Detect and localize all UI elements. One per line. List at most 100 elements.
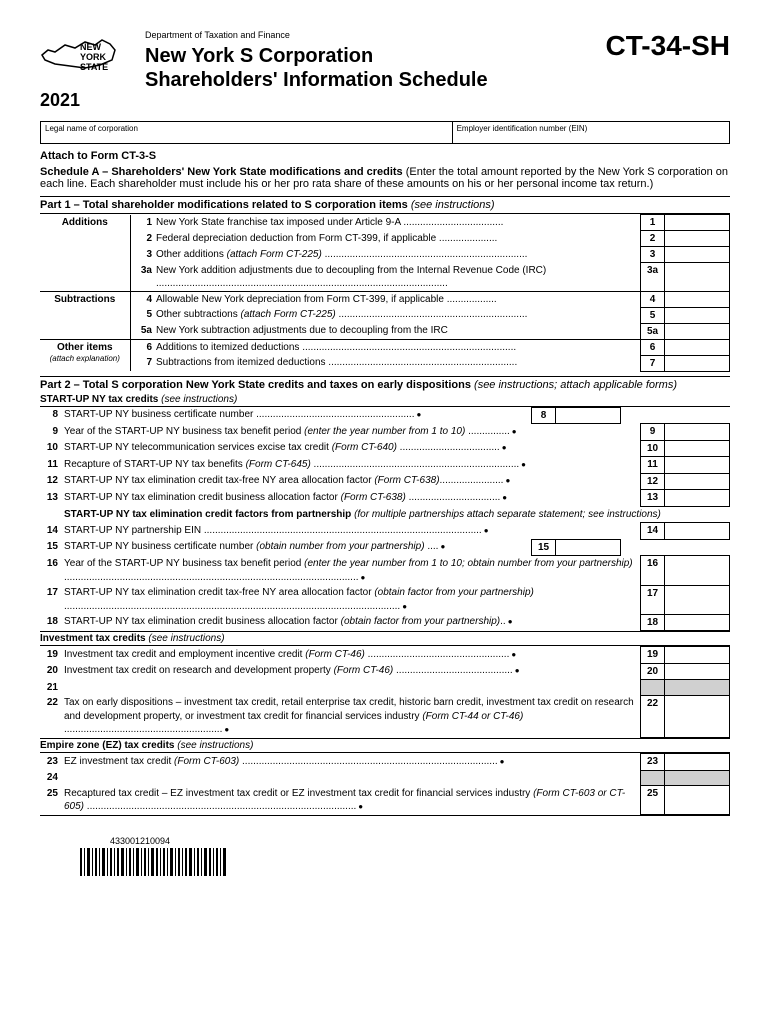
- line3a-value[interactable]: [665, 263, 730, 292]
- line-desc: Year of the START-UP NY business tax ben…: [64, 426, 301, 437]
- other-label-text: Other items: [57, 342, 113, 353]
- line-num: 13: [40, 490, 62, 507]
- line20-value[interactable]: [665, 663, 730, 680]
- line-desc: EZ investment tax credit: [64, 756, 171, 767]
- line-ital: (Form CT-46): [305, 649, 365, 660]
- line-num: 24: [40, 770, 62, 786]
- line-desc: Investment tax credit and employment inc…: [64, 649, 302, 660]
- legal-name-label[interactable]: Legal name of corporation: [41, 122, 453, 143]
- box-num: 2: [641, 231, 665, 247]
- line-num: 14: [40, 523, 62, 540]
- ez-hdr-ital: (see instructions): [177, 740, 253, 751]
- line22-value[interactable]: [665, 695, 730, 738]
- line23-value[interactable]: [665, 754, 730, 771]
- line3-value[interactable]: [665, 247, 730, 263]
- line1-value[interactable]: [665, 215, 730, 231]
- line-desc: New York subtraction adjustments due to …: [156, 325, 448, 336]
- line-ital: (obtain factor from your partnership): [374, 587, 534, 598]
- line25-value[interactable]: [665, 786, 730, 815]
- tax-year: 2021: [40, 90, 130, 111]
- box-num: 23: [641, 754, 665, 771]
- line18-value[interactable]: [665, 614, 730, 631]
- line-desc: Recaptured tax credit – EZ investment ta…: [64, 788, 530, 799]
- box-num: 22: [641, 695, 665, 738]
- line-desc: New York State franchise tax imposed und…: [156, 217, 401, 228]
- line-num: 23: [40, 754, 62, 771]
- line-num: 11: [40, 457, 62, 474]
- box-num: 1: [641, 215, 665, 231]
- box-num: 18: [641, 614, 665, 631]
- line-ital: (attach Form CT-225): [227, 249, 322, 260]
- other-sub: (attach explanation): [42, 354, 128, 364]
- line11-value[interactable]: [665, 457, 730, 474]
- line15-value[interactable]: [556, 539, 621, 556]
- line5a-value[interactable]: [665, 323, 730, 339]
- startup-hdr: START-UP NY tax credits (see instruction…: [40, 393, 730, 407]
- line-ital: (attach Form CT-225): [241, 309, 336, 320]
- svg-text:STATE: STATE: [80, 62, 108, 72]
- line-desc: START-UP NY business certificate number: [64, 409, 253, 420]
- ez-hdr: Empire zone (EZ) tax credits (see instru…: [40, 738, 730, 753]
- line16-value[interactable]: [665, 556, 730, 586]
- line-desc: Other additions: [156, 249, 224, 260]
- box-num: 5a: [641, 323, 665, 339]
- part2-header-ital: (see instructions; attach applicable for…: [474, 379, 677, 391]
- line-ital: (Form CT-603): [174, 756, 239, 767]
- inv-hdr-text: Investment tax credits: [40, 633, 146, 644]
- box-num: 3: [641, 247, 665, 263]
- part2-table: 8 START-UP NY business certificate numbe…: [40, 407, 730, 632]
- line-desc: Recapture of START-UP NY tax benefits: [64, 459, 243, 470]
- line-num: 9: [40, 424, 62, 441]
- line-desc: START-UP NY tax elimination credit busin…: [64, 492, 338, 503]
- box-num: 6: [641, 339, 665, 355]
- line-ital: (Form CT-640): [332, 442, 397, 453]
- line-desc: Allowable New York depreciation from For…: [156, 294, 444, 305]
- line2-value[interactable]: [665, 231, 730, 247]
- line5-value[interactable]: [665, 307, 730, 323]
- line-num: 1: [130, 215, 154, 231]
- box-num: 25: [641, 786, 665, 815]
- line-num: 19: [40, 647, 62, 664]
- line17-value[interactable]: [665, 585, 730, 614]
- box-num: 12: [641, 473, 665, 490]
- pship-ital: (for multiple partnerships attach separa…: [354, 509, 661, 520]
- box-num: 3a: [641, 263, 665, 292]
- line-ital: (obtain number from your partnership): [256, 541, 424, 552]
- line13-value[interactable]: [665, 490, 730, 507]
- startup-hdr-ital: (see instructions): [161, 394, 237, 405]
- box-num: 10: [641, 440, 665, 457]
- line-ital: (Form CT-46): [334, 665, 394, 676]
- line-desc: START-UP NY business certificate number: [64, 541, 253, 552]
- line-ital: (enter the year number from 1 to 10; obt…: [304, 558, 633, 569]
- line14-value[interactable]: [665, 523, 730, 540]
- line10-value[interactable]: [665, 440, 730, 457]
- line-num: 21: [40, 680, 62, 696]
- box-num: 11: [641, 457, 665, 474]
- box-num: 9: [641, 424, 665, 441]
- line-num: 3a: [130, 263, 154, 292]
- box-num: 16: [641, 556, 665, 586]
- ein-label[interactable]: Employer identification number (EIN): [453, 122, 729, 143]
- line-num: 15: [40, 539, 62, 556]
- line-num: 25: [40, 786, 62, 815]
- subtractions-label: Subtractions: [40, 291, 130, 339]
- line12-value[interactable]: [665, 473, 730, 490]
- svg-text:NEW: NEW: [80, 42, 102, 52]
- line-ital: (Form CT-638): [341, 492, 406, 503]
- line-ital: (obtain factor from your partnership): [341, 616, 501, 627]
- line-num: 6: [130, 339, 154, 355]
- line-desc: Tax on early dispositions – investment t…: [64, 697, 634, 722]
- line-num: 2: [130, 231, 154, 247]
- pship-hdr: START-UP NY tax elimination credit facto…: [64, 509, 351, 520]
- line-num: 16: [40, 556, 62, 586]
- line9-value[interactable]: [665, 424, 730, 441]
- line19-value[interactable]: [665, 647, 730, 664]
- line4-value[interactable]: [665, 291, 730, 307]
- box-num: 13: [641, 490, 665, 507]
- line7-value[interactable]: [665, 355, 730, 371]
- line8-value[interactable]: [556, 407, 621, 424]
- sched-a-lead: Schedule A – Shareholders' New York Stat…: [40, 166, 403, 178]
- line-num: 22: [40, 695, 62, 738]
- other-items-label: Other items(attach explanation): [40, 339, 130, 371]
- line6-value[interactable]: [665, 339, 730, 355]
